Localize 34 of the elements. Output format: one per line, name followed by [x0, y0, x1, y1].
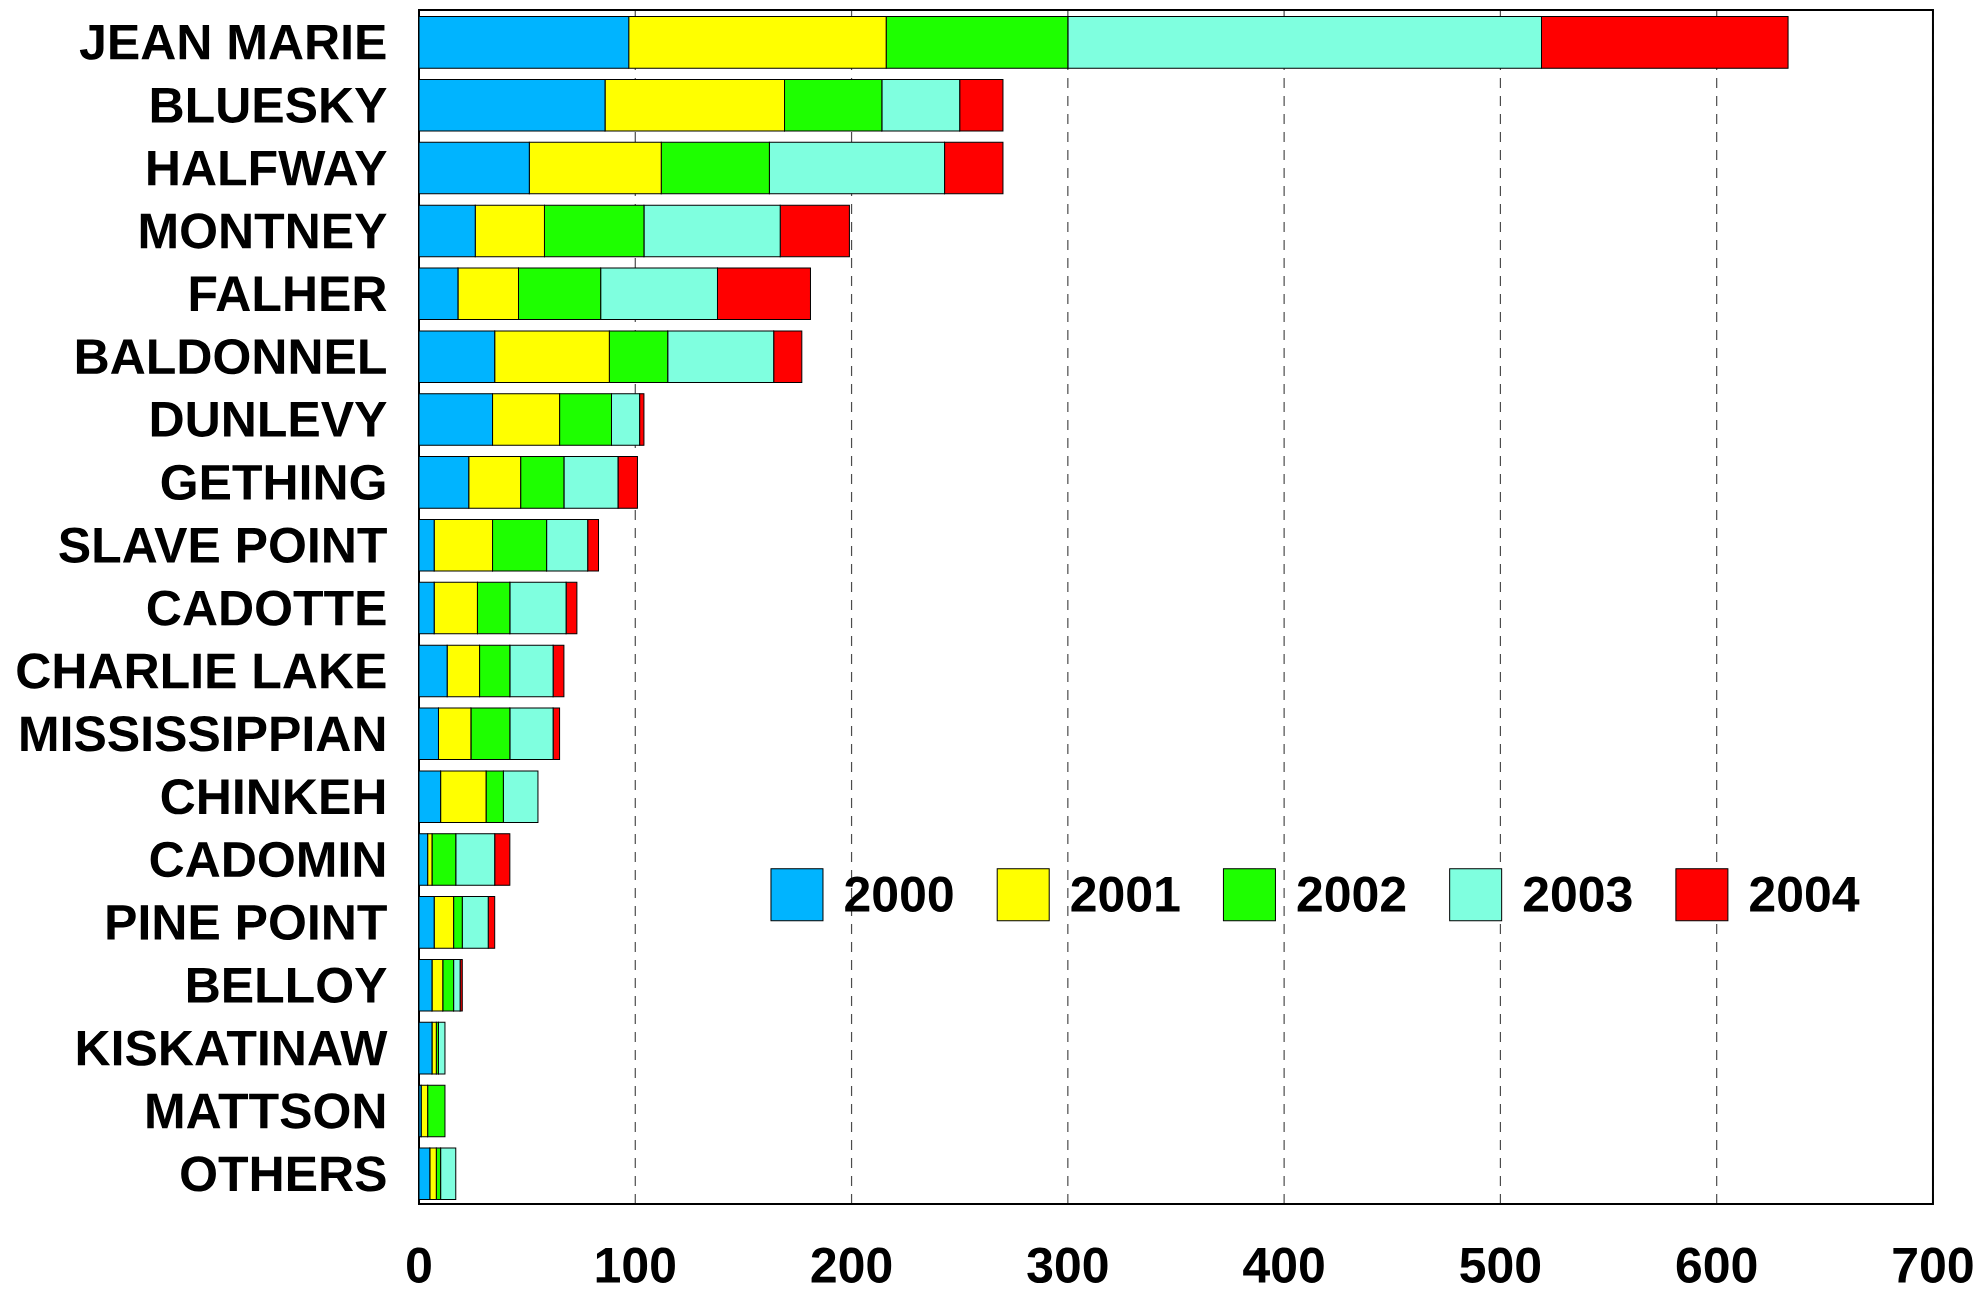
x-tick-label: 500 — [1460, 1247, 1541, 1283]
x-tick-label: 300 — [1027, 1247, 1108, 1284]
x-tick-label: 400 — [1243, 1247, 1324, 1283]
y-tick-label: MONTNEY — [140, 213, 387, 249]
x-tick-label: 100 — [596, 1247, 675, 1283]
y-tick-label: GETHING — [161, 464, 385, 501]
y-tick-label: CHINKEH — [161, 778, 385, 815]
y-tick-label: BLUESKY — [151, 87, 387, 123]
legend-label: 2004 — [1750, 876, 1860, 912]
y-tick-label: CHARLIE LAKE — [17, 653, 386, 689]
x-tick-label: 700 — [1893, 1247, 1973, 1283]
y-tick-label: FALHER — [190, 276, 387, 311]
y-tick-label: DUNLEVY — [151, 402, 387, 437]
y-tick-label: MISSISSIPPIAN — [21, 716, 385, 752]
y-tick-label: CADOTTE — [147, 590, 386, 626]
y-tick-label: BELLOY — [188, 967, 387, 1003]
y-tick-label: KISKATINAW — [77, 1030, 388, 1066]
y-tick-label: JEAN MARIE — [79, 24, 386, 60]
y-tick-label: HALFWAY — [148, 150, 387, 186]
y-tick-label: OTHERS — [181, 1156, 386, 1192]
y-tick-label: BALDONNEL — [76, 338, 386, 375]
bar — [437, 1021, 446, 1075]
y-tick-label: MATTSON — [147, 1093, 385, 1129]
x-tick-label: 0 — [407, 1247, 431, 1283]
y-tick-label: PINE POINT — [107, 904, 387, 941]
bar — [440, 1147, 457, 1201]
legend-label: 2003 — [1523, 876, 1632, 912]
y-tick-label: CADOMIN — [150, 841, 385, 878]
legend-label: 2000 — [845, 876, 953, 912]
legend-label: 2002 — [1297, 876, 1406, 912]
x-tick-label: 200 — [811, 1247, 892, 1283]
y-tick-label: SLAVE POINT — [59, 527, 387, 563]
x-tick-label: 600 — [1676, 1247, 1757, 1283]
legend-label: 2001 — [1071, 876, 1180, 912]
